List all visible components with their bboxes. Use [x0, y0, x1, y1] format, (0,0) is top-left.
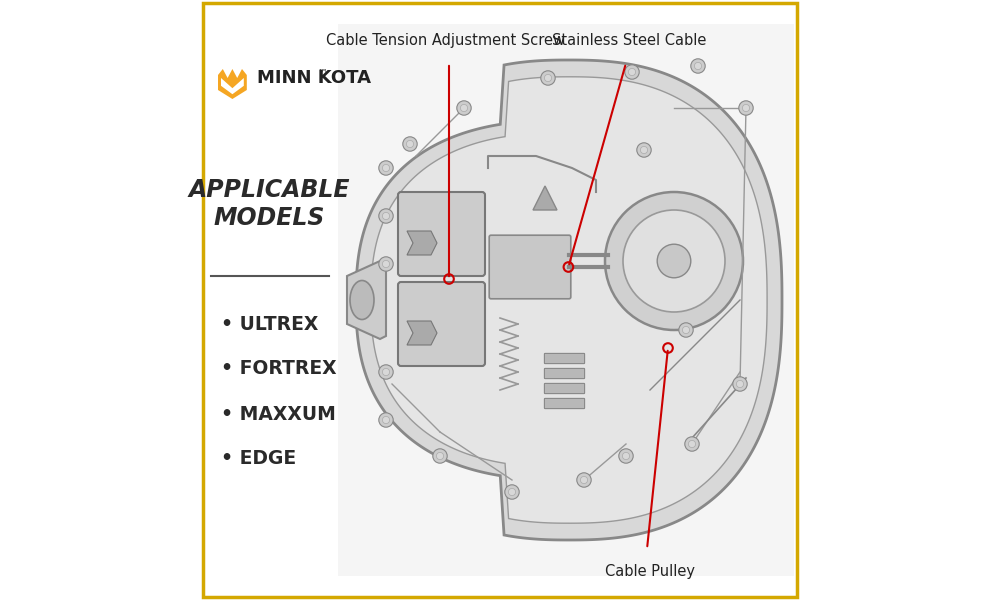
Circle shape: [382, 368, 390, 376]
FancyBboxPatch shape: [398, 192, 485, 276]
FancyBboxPatch shape: [489, 235, 571, 299]
Circle shape: [688, 440, 696, 448]
Circle shape: [433, 449, 447, 463]
Circle shape: [742, 104, 750, 112]
Circle shape: [403, 137, 417, 151]
Circle shape: [577, 473, 591, 487]
Polygon shape: [356, 60, 782, 540]
Circle shape: [625, 65, 639, 79]
Circle shape: [382, 260, 390, 268]
Circle shape: [505, 485, 519, 499]
Polygon shape: [491, 240, 536, 282]
Polygon shape: [347, 261, 386, 339]
Text: • EDGE: • EDGE: [221, 449, 296, 469]
Circle shape: [382, 416, 390, 424]
FancyBboxPatch shape: [544, 383, 585, 394]
Circle shape: [623, 210, 725, 312]
FancyBboxPatch shape: [544, 398, 585, 409]
Text: Cable Pulley: Cable Pulley: [605, 564, 695, 579]
Circle shape: [637, 143, 651, 157]
Circle shape: [460, 104, 468, 112]
Ellipse shape: [350, 280, 374, 319]
Circle shape: [739, 101, 753, 115]
FancyBboxPatch shape: [544, 368, 585, 379]
FancyBboxPatch shape: [398, 282, 485, 366]
Polygon shape: [533, 186, 557, 210]
Circle shape: [628, 68, 636, 76]
Circle shape: [622, 452, 630, 460]
Polygon shape: [221, 78, 244, 94]
Circle shape: [382, 164, 390, 172]
Polygon shape: [407, 321, 437, 345]
Circle shape: [685, 437, 699, 451]
Circle shape: [544, 74, 552, 82]
FancyBboxPatch shape: [544, 353, 585, 364]
Circle shape: [457, 101, 471, 115]
Circle shape: [682, 326, 690, 334]
Circle shape: [694, 62, 702, 70]
Circle shape: [379, 413, 393, 427]
FancyBboxPatch shape: [338, 24, 794, 576]
Polygon shape: [407, 231, 437, 255]
Circle shape: [379, 209, 393, 223]
Circle shape: [508, 488, 516, 496]
Text: Stainless Steel Cable: Stainless Steel Cable: [552, 33, 706, 48]
Text: Cable Tension Adjustment Screw: Cable Tension Adjustment Screw: [326, 33, 566, 48]
Circle shape: [382, 212, 390, 220]
FancyBboxPatch shape: [203, 3, 797, 597]
Text: • MAXXUM: • MAXXUM: [221, 404, 336, 424]
Circle shape: [733, 377, 747, 391]
Polygon shape: [218, 69, 247, 99]
Polygon shape: [371, 77, 767, 523]
Circle shape: [605, 192, 743, 330]
Circle shape: [379, 257, 393, 271]
Text: • ULTREX: • ULTREX: [221, 314, 318, 334]
Circle shape: [541, 71, 555, 85]
Circle shape: [580, 476, 588, 484]
Circle shape: [679, 323, 693, 337]
Text: MINN KOTA: MINN KOTA: [257, 69, 371, 87]
Circle shape: [657, 244, 691, 278]
Circle shape: [736, 380, 744, 388]
Circle shape: [406, 140, 414, 148]
Text: APPLICABLE
MODELS: APPLICABLE MODELS: [188, 178, 350, 230]
Text: ™: ™: [318, 67, 327, 77]
Circle shape: [640, 146, 648, 154]
Circle shape: [436, 452, 444, 460]
Circle shape: [379, 161, 393, 175]
Circle shape: [619, 449, 633, 463]
Circle shape: [691, 59, 705, 73]
Circle shape: [379, 365, 393, 379]
Text: • FORTREX: • FORTREX: [221, 359, 337, 379]
